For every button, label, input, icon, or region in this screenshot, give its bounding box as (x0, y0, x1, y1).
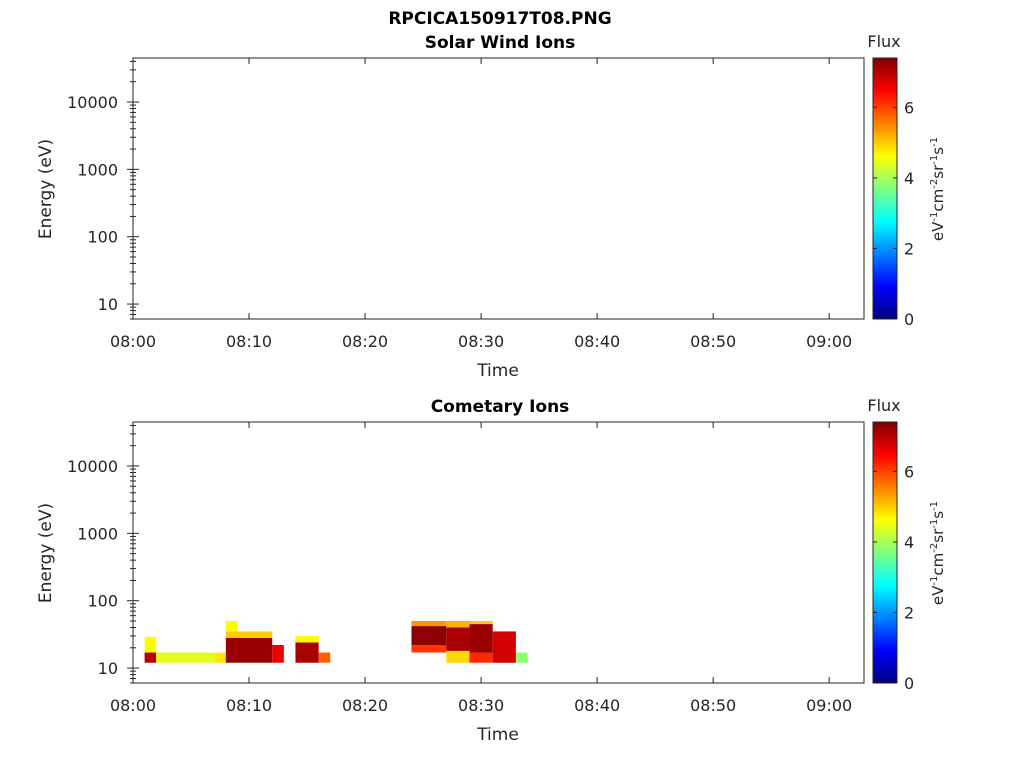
x-axis: 08:00 08:10 08:20 08:30 08:40 08:50 09:00 (110, 58, 852, 351)
y-tick-label: 10000 (67, 457, 118, 476)
x-axis-label: Time (476, 725, 519, 745)
spectrogram-cell (225, 620, 238, 632)
colorbar-gradient (872, 57, 898, 320)
x-tick-label: 08:00 (110, 696, 156, 715)
y-axis: 10 100 1000 10000 (67, 424, 139, 684)
colorbar-gradient (872, 421, 898, 684)
colorbar-label: Flux (867, 396, 900, 415)
y-axis-label: Energy (eV) (36, 139, 56, 239)
plot-frame (132, 421, 865, 684)
x-tick-label: 08:50 (690, 332, 736, 351)
x-tick-label: 08:50 (690, 696, 736, 715)
spectrogram-cell (411, 620, 447, 627)
spectrogram-cell (225, 637, 273, 663)
spectrogram-cell (446, 620, 470, 628)
spectrogram-cell (144, 636, 157, 653)
spectrogram-cell (318, 652, 331, 663)
spectrogram-cell (295, 642, 319, 663)
cometary-ions-panel: Cometary Ions 08:00 08:10 08:20 08:30 08:40 0… (36, 396, 947, 745)
x-axis-label: Time (476, 361, 519, 381)
colorbar-tick-label: 6 (904, 98, 914, 117)
y-tick-label: 10 (98, 295, 118, 314)
spectrogram-cell (272, 644, 284, 663)
colorbar: 0 2 4 6 Flux eV-1cm-2sr-1s-1 (867, 396, 947, 693)
spectrogram-cell (295, 635, 319, 643)
y-tick-label: 10 (98, 659, 118, 678)
colorbar: 0 2 4 6 Flux eV-1cm-2sr-1s-1 (867, 32, 947, 329)
colorbar-tick-label: 4 (904, 169, 914, 188)
spectrogram-cell (492, 631, 516, 663)
colorbar-tick-label: 0 (904, 674, 914, 693)
x-tick-label: 08:20 (342, 332, 388, 351)
spectrogram-cell (446, 650, 470, 663)
colorbar-tick-label: 6 (904, 462, 914, 481)
y-tick-label: 10000 (67, 93, 118, 112)
spectrogram-cell (469, 624, 493, 653)
x-tick-label: 09:00 (806, 696, 852, 715)
figure-title: RPCICA150917T08.PNG (388, 9, 611, 29)
colorbar-unit: eV-1cm-2sr-1s-1 (929, 501, 947, 605)
spectrogram-cell (225, 631, 273, 638)
spectrogram-cell (411, 626, 447, 645)
colorbar-unit: eV-1cm-2sr-1s-1 (929, 137, 947, 241)
colorbar-tick-label: 0 (904, 310, 914, 329)
spectrogram-cells (144, 620, 528, 663)
y-tick-label: 1000 (77, 160, 118, 179)
solar-wind-panel: Solar Wind Ions 08:00 08:10 08:20 08:30 08:4… (36, 32, 947, 381)
colorbar-ticks: 0 2 4 6 (873, 462, 914, 693)
y-tick-label: 100 (87, 592, 118, 611)
colorbar-tick-label: 2 (904, 603, 914, 622)
spectrogram-cell (469, 652, 493, 663)
colorbar-ticks: 0 2 4 6 (873, 98, 914, 329)
y-tick-label: 100 (87, 228, 118, 247)
x-tick-label: 08:10 (226, 696, 272, 715)
spectrogram-cell (469, 620, 493, 625)
x-tick-label: 09:00 (806, 332, 852, 351)
spectrogram-cell (156, 652, 215, 663)
spectrogram-cell (515, 652, 528, 663)
colorbar-tick-label: 4 (904, 533, 914, 552)
spectrogram-cell (214, 652, 226, 663)
x-tick-label: 08:40 (574, 696, 620, 715)
x-tick-label: 08:30 (458, 332, 504, 351)
y-axis-label: Energy (eV) (36, 503, 56, 603)
x-tick-label: 08:30 (458, 696, 504, 715)
panel-title: Cometary Ions (431, 397, 570, 417)
plot-frame (132, 57, 865, 320)
x-tick-label: 08:10 (226, 332, 272, 351)
spectrogram-cell (411, 644, 447, 653)
colorbar-tick-label: 2 (904, 239, 914, 258)
spectrogram-cell (446, 627, 470, 651)
colorbar-label: Flux (867, 32, 900, 51)
y-axis: 10 100 1000 10000 (67, 60, 139, 320)
x-axis: 08:00 08:10 08:20 08:30 08:40 08:50 09:00 (110, 422, 852, 715)
panel-title: Solar Wind Ions (425, 33, 576, 53)
x-tick-label: 08:00 (110, 332, 156, 351)
x-tick-label: 08:20 (342, 696, 388, 715)
spectrogram-cell (144, 652, 157, 663)
x-tick-label: 08:40 (574, 332, 620, 351)
y-tick-label: 1000 (77, 524, 118, 543)
